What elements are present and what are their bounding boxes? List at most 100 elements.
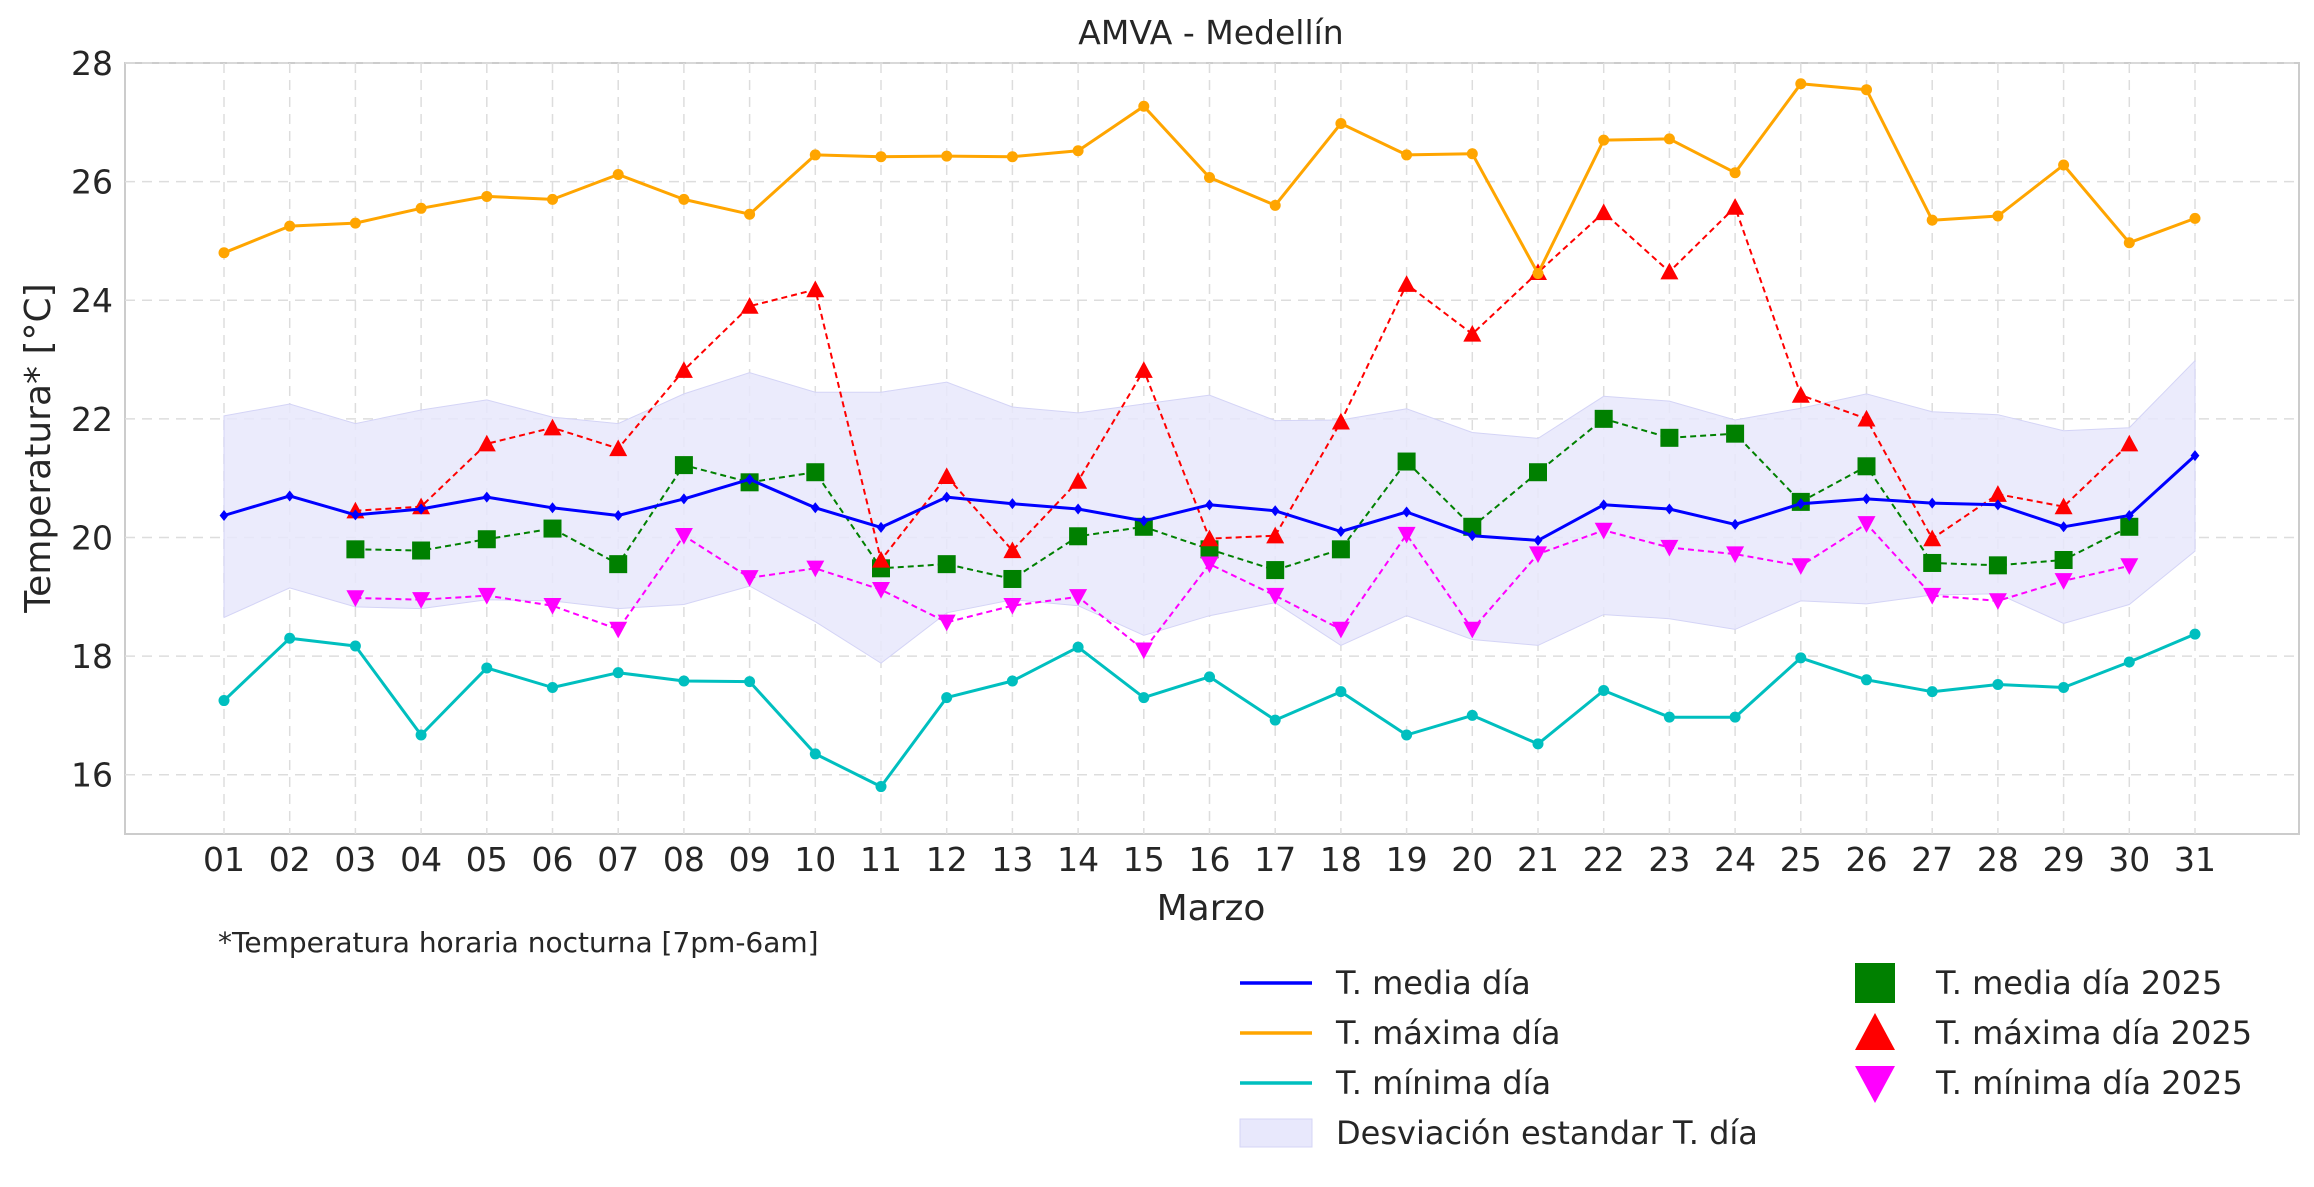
x-tick-label: 07 [597,840,639,879]
data-point [1923,529,1942,547]
data-point [1335,686,1347,698]
data-point [1401,729,1413,741]
series-1 [218,78,2201,280]
legend-label: T. máxima día 2025 [1935,1014,2252,1052]
data-point [1726,198,1745,215]
y-tick-label: 26 [71,163,113,202]
series-line [355,522,2130,652]
legend-label: Desviación estandar T. día [1336,1114,1758,1152]
data-point [2058,159,2070,171]
data-point [872,582,890,599]
data-point [612,667,624,679]
data-point [674,361,693,378]
data-point [1988,485,2007,502]
data-point [349,640,361,652]
data-point [1993,499,2003,511]
data-point [612,168,624,180]
data-point [1331,621,1350,639]
data-point [2189,212,2201,224]
data-point [218,695,230,707]
x-tick-label: 10 [794,840,836,879]
data-point [1796,498,1806,510]
data-point [1269,714,1281,726]
data-point [806,280,825,298]
x-tick-label: 02 [269,840,311,879]
data-point [937,555,956,574]
data-point [346,540,365,559]
data-point [2189,628,2201,640]
data-point [1204,171,1215,183]
data-point [1200,556,1219,574]
data-point [1988,556,2007,575]
data-point [1923,553,1942,572]
data-point [609,439,628,457]
data-point [1594,522,1613,540]
data-point [1660,262,1679,280]
data-point [1923,587,1942,605]
data-point [477,530,496,549]
data-point [809,149,821,161]
data-point [2190,450,2200,462]
y-tick-label: 20 [71,518,113,557]
data-point [1397,452,1416,471]
data-point [1594,203,1613,221]
series-line [355,206,2130,561]
legend: T. media día T. máxima día T. mínima día De… [1239,963,2252,1152]
data-point [219,510,229,522]
legend-marker-swatch [1855,1013,1895,1050]
legend-band-swatch [1239,1118,1313,1148]
data-point [1003,569,1022,588]
footnote: *Temperatura horaria nocturna [7pm-6am] [218,926,819,959]
data-point [1660,539,1679,557]
data-point [1466,148,1478,160]
data-point [349,217,361,229]
x-tick-label: 28 [1977,840,2019,879]
data-point [477,434,496,452]
data-point [937,614,956,632]
x-tick-label: 24 [1714,840,1756,879]
data-point [1266,587,1285,605]
x-tick-label: 05 [466,840,508,879]
data-point [2054,497,2073,515]
data-point [218,247,230,259]
x-tick-label: 13 [991,840,1033,879]
data-point [1466,709,1478,721]
grid-layer [125,62,2299,834]
data-point [351,509,360,521]
x-tick-label: 16 [1189,840,1231,879]
data-point [481,662,493,674]
data-point [1992,679,2004,691]
data-point [415,202,427,214]
data-point [1069,589,1088,606]
data-point [2059,521,2068,533]
data-point [1006,151,1018,163]
data-point [678,193,690,205]
data-point [346,590,365,607]
data-point [1862,493,1871,505]
x-tick-label: 18 [1320,840,1362,879]
data-point [1795,652,1807,664]
data-point [609,621,628,639]
data-point [2124,510,2134,522]
data-point [810,502,820,514]
data-point [1598,684,1610,696]
x-tick-label: 06 [532,840,574,879]
data-point [740,570,759,587]
x-tick-label: 23 [1648,840,1690,879]
data-point [1861,674,1872,686]
x-tick-label: 12 [926,840,968,879]
data-point [1665,503,1674,515]
x-tick-label: 01 [203,840,245,879]
data-point [1134,642,1153,660]
data-point [1069,472,1088,489]
legend-marker-swatch [1855,963,1895,1003]
data-point [1134,361,1153,378]
y-tick-label: 28 [71,44,113,83]
data-point [2120,434,2139,452]
x-tick-label: 29 [2043,840,2085,879]
x-tick-label: 26 [1846,840,1888,879]
data-point [1660,428,1679,447]
data-point [678,675,690,687]
x-tick-label: 11 [860,840,902,879]
